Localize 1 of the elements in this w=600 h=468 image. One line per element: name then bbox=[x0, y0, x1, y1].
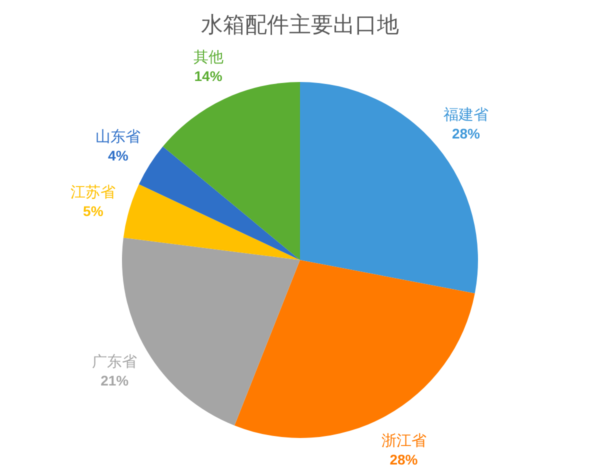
title: 水箱配件主要出口地 bbox=[201, 12, 399, 37]
